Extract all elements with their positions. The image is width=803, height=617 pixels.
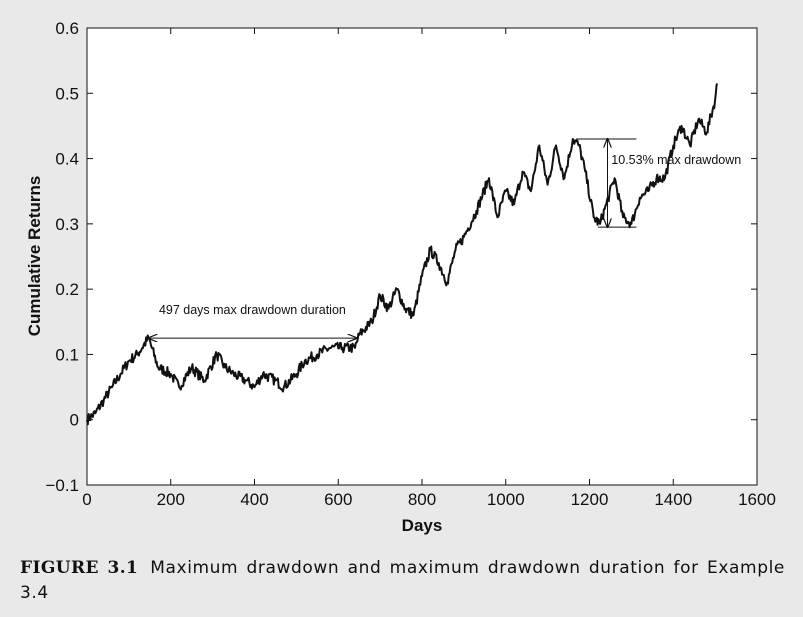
y-tick-label: 0.3 — [55, 215, 79, 234]
x-tick-label: 1400 — [654, 490, 692, 509]
figure-caption-text: Maximum drawdown and maximum drawdown du… — [20, 558, 785, 603]
y-tick-label: 0.4 — [55, 150, 79, 169]
drawdown-duration-label: 497 days max drawdown duration — [159, 303, 346, 317]
x-tick-label: 1000 — [487, 490, 525, 509]
max-drawdown-label: 10.53% max drawdown — [611, 153, 741, 167]
figure-label: FIGURE 3.1 — [20, 558, 139, 578]
x-tick-label: 400 — [240, 490, 268, 509]
y-tick-label: 0.5 — [55, 84, 79, 103]
y-axis-title: Cumulative Returns — [25, 176, 44, 337]
x-tick-label: 800 — [408, 490, 436, 509]
chart-area: 497 days max drawdown duration 10.53% max… — [25, 19, 776, 535]
x-tick-label: 1600 — [738, 490, 776, 509]
plot-background — [87, 28, 757, 485]
y-tick-label: −0.1 — [45, 476, 79, 495]
cumulative-returns-line — [86, 83, 719, 426]
y-tick-label: 0 — [70, 411, 79, 430]
x-tick-label: 600 — [324, 490, 352, 509]
x-tick-label: 200 — [157, 490, 185, 509]
y-tick-label: 0.1 — [55, 345, 79, 364]
y-tick-label: 0.2 — [55, 280, 79, 299]
x-tick-label: 1200 — [571, 490, 609, 509]
line-chart: 497 days max drawdown duration 10.53% max… — [25, 19, 776, 535]
figure-caption: FIGURE 3.1 Maximum drawdown and maximum d… — [20, 556, 785, 606]
x-tick-label: 0 — [82, 490, 91, 509]
x-axis-title: Days — [402, 516, 443, 535]
y-tick-label: 0.6 — [55, 19, 79, 38]
